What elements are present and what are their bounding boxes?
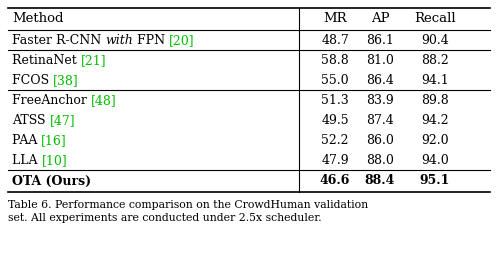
Text: 83.9: 83.9	[366, 95, 394, 108]
Text: set. All experiments are conducted under 2.5x scheduler.: set. All experiments are conducted under…	[8, 213, 322, 223]
Text: 86.0: 86.0	[366, 134, 394, 148]
Text: FCOS: FCOS	[12, 74, 53, 87]
Text: 49.5: 49.5	[321, 115, 349, 127]
Text: 94.0: 94.0	[421, 155, 449, 167]
Text: MR: MR	[323, 13, 347, 25]
Text: AP: AP	[371, 13, 389, 25]
Text: FreeAnchor: FreeAnchor	[12, 95, 91, 108]
Text: PAA: PAA	[12, 134, 41, 148]
Text: 58.8: 58.8	[321, 55, 349, 67]
Text: 94.2: 94.2	[421, 115, 449, 127]
Text: 94.1: 94.1	[421, 74, 449, 87]
Text: Recall: Recall	[414, 13, 456, 25]
Text: [48]: [48]	[91, 95, 117, 108]
Text: 95.1: 95.1	[420, 174, 450, 188]
Text: 46.6: 46.6	[320, 174, 350, 188]
Text: 90.4: 90.4	[421, 34, 449, 48]
Text: RetinaNet: RetinaNet	[12, 55, 81, 67]
Text: 47.9: 47.9	[321, 155, 349, 167]
Text: [20]: [20]	[169, 34, 195, 48]
Text: LLA: LLA	[12, 155, 41, 167]
Text: 55.0: 55.0	[321, 74, 349, 87]
Text: 88.2: 88.2	[421, 55, 449, 67]
Text: OTA (Ours): OTA (Ours)	[12, 174, 91, 188]
Text: [16]: [16]	[41, 134, 67, 148]
Text: ATSS: ATSS	[12, 115, 49, 127]
Text: FPN: FPN	[133, 34, 169, 48]
Text: [21]: [21]	[81, 55, 107, 67]
Text: 86.4: 86.4	[366, 74, 394, 87]
Text: 88.4: 88.4	[365, 174, 395, 188]
Text: 88.0: 88.0	[366, 155, 394, 167]
Text: 89.8: 89.8	[421, 95, 449, 108]
Text: Table 6. Performance comparison on the CrowdHuman validation: Table 6. Performance comparison on the C…	[8, 200, 368, 210]
Text: 81.0: 81.0	[366, 55, 394, 67]
Text: [47]: [47]	[49, 115, 75, 127]
Text: [38]: [38]	[53, 74, 79, 87]
Text: 51.3: 51.3	[321, 95, 349, 108]
Text: 48.7: 48.7	[321, 34, 349, 48]
Text: Faster R-CNN: Faster R-CNN	[12, 34, 105, 48]
Text: 86.1: 86.1	[366, 34, 394, 48]
Text: [10]: [10]	[41, 155, 67, 167]
Text: 52.2: 52.2	[321, 134, 349, 148]
Text: with: with	[105, 34, 133, 48]
Text: 87.4: 87.4	[366, 115, 394, 127]
Text: 92.0: 92.0	[421, 134, 449, 148]
Text: Method: Method	[12, 13, 64, 25]
